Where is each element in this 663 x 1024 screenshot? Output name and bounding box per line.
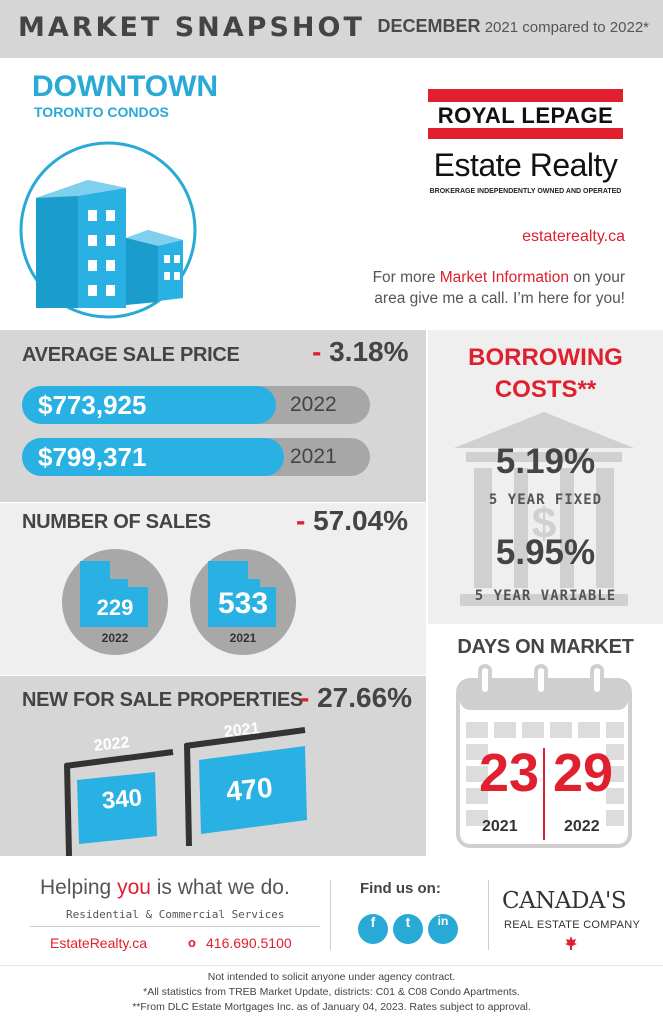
page-title: MARKET SNAPSHOT (18, 12, 365, 43)
sales-change-value: 57.04% (313, 505, 409, 536)
avg-price-label: AVERAGE SALE PRICE (22, 344, 240, 366)
brand-tagline: BROKERAGE INDEPENDENTLY OWNED AND OPERAT… (429, 188, 622, 195)
avg-price-bar-2022: $773,925 2022 (22, 386, 370, 424)
borrowing-title: BORROWING COSTS** (428, 342, 663, 406)
footer-phone-link[interactable]: 416.690.5100 (206, 935, 292, 951)
footer-vertical-divider (330, 880, 331, 950)
new-listings-year-2022: 2022 (93, 734, 131, 755)
sales-change-sign: - (296, 505, 314, 536)
new-listings-label: NEW FOR SALE PROPERTIES (22, 689, 303, 711)
report-date: DECEMBER 2021 compared to 2022* (378, 16, 649, 37)
avg-price-year-2021: 2021 (290, 445, 337, 468)
report-month: DECEMBER (377, 16, 481, 36)
sales-value-2022: 229 (96, 595, 134, 620)
sales-circle-2022: 229 2022 (62, 549, 168, 655)
svg-text:$: $ (532, 499, 556, 548)
disclaimer-line-2: *All statistics from TREB Market Update,… (143, 986, 520, 998)
sales-panel: NUMBER OF SALES - 57.04% 229 2022 533 20… (0, 503, 426, 675)
dom-value-2021: 23 (478, 743, 540, 803)
calendar-icon (456, 664, 632, 848)
sales-value-2021: 533 (217, 587, 269, 620)
new-listings-value-2021: 470 (224, 771, 275, 808)
disclaimer-line-3: **From DLC Estate Mortgages Inc. as of J… (132, 1001, 531, 1013)
new-listings-change-sign: - (300, 682, 318, 713)
contact-message: For more Market Information on your area… (373, 267, 625, 309)
dom-year-2022: 2022 (564, 818, 600, 835)
avg-price-bar-2021: $799,371 2021 (22, 438, 370, 476)
sales-circle-2021: 533 2021 (190, 549, 296, 655)
avg-price-change-value: 3.18% (329, 336, 409, 367)
disclaimer-line-1: Not intended to solicit anyone under age… (207, 971, 456, 983)
footer-divider (30, 926, 320, 927)
sales-year-2022: 2022 (101, 631, 129, 645)
contact-message-pre: For more (372, 269, 440, 286)
fixed-rate-value: 5.19% (495, 442, 596, 481)
condo-building-icon (19, 141, 197, 319)
disclaimer: Not intended to solicit anyone under age… (0, 970, 663, 1015)
maple-leaf-icon (565, 936, 577, 950)
brand-subname: Estate Realty (433, 147, 618, 183)
footer-slogan: Helping you is what we do. (40, 876, 290, 900)
new-listings-change: - 27.66% (300, 682, 412, 714)
dom-label: DAYS ON MARKET (457, 636, 634, 658)
brand-name: ROYAL LEPAGE (437, 103, 614, 128)
for-sale-signs-illustration (64, 727, 307, 856)
new-listings-year-2021: 2021 (223, 720, 261, 741)
variable-rate-value: 5.95% (495, 533, 596, 572)
brand-logo-inner (428, 102, 623, 128)
twitter-icon[interactable]: t (393, 914, 423, 944)
canada-logo-title: CANADA'S (502, 888, 627, 914)
phone-icon: o (188, 935, 196, 950)
dom-year-2021: 2021 (482, 818, 518, 835)
sales-year-2021: 2021 (229, 631, 257, 645)
dom-panel: DAYS ON MARKET 23 29 2021 2022 (428, 626, 663, 856)
avg-price-change-sign: - (312, 336, 330, 367)
avg-price-change: - 3.18% (312, 336, 409, 368)
footer-services: Residential & Commercial Services (66, 908, 285, 921)
avg-price-bar-fill-2021: $799,371 (22, 438, 284, 476)
facebook-icon[interactable]: f (358, 914, 388, 944)
building-icon (80, 561, 148, 627)
avg-price-year-2022: 2022 (290, 393, 337, 416)
report-years: 2021 compared to 2022* (484, 19, 649, 36)
footer-website-link[interactable]: EstateRealty.ca (50, 935, 148, 951)
sales-label: NUMBER OF SALES (22, 511, 211, 533)
sales-change: - 57.04% (296, 505, 408, 537)
new-listings-change-value: 27.66% (317, 682, 413, 713)
new-listings-value-2022: 340 (100, 784, 144, 815)
borrowing-panel: BORROWING COSTS** $ 5.19% 5 YEAR FIXED 5… (428, 330, 663, 624)
contact-message-post: on your (568, 269, 625, 286)
dom-value-2022: 29 (552, 743, 614, 803)
bank-icon: $ (454, 412, 634, 606)
fixed-rate-label: 5 YEAR FIXED (488, 492, 603, 508)
slogan-post: is what we do. (150, 876, 290, 899)
slogan-you: you (117, 876, 151, 899)
contact-message-highlight: Market Information (439, 269, 569, 286)
borrowing-title-line1: BORROWING (468, 344, 623, 371)
header-bar (0, 0, 663, 58)
region-subtitle: TORONTO CONDOS (34, 104, 169, 120)
disclaimer-divider (0, 965, 663, 966)
variable-rate-label: 5 YEAR VARIABLE (474, 588, 617, 604)
building-icon (208, 561, 276, 627)
brand-website-link[interactable]: estaterealty.ca (522, 228, 625, 245)
linkedin-icon[interactable]: in (428, 914, 458, 944)
region-title: DOWNTOWN (32, 70, 219, 103)
footer-vertical-divider-2 (488, 880, 489, 950)
contact-message-line2: area give me a call. I’m here for you! (374, 290, 625, 307)
avg-price-bar-fill-2022: $773,925 (22, 386, 276, 424)
avg-price-panel: AVERAGE SALE PRICE - 3.18% $773,925 2022… (0, 330, 426, 502)
find-us-label: Find us on: (360, 880, 441, 897)
borrowing-title-line2: COSTS** (494, 376, 597, 403)
slogan-pre: Helping (40, 876, 118, 899)
canada-logo-subtitle: REAL ESTATE COMPANY (504, 919, 641, 931)
new-listings-panel: NEW FOR SALE PROPERTIES - 27.66% 2022 20… (0, 676, 426, 856)
